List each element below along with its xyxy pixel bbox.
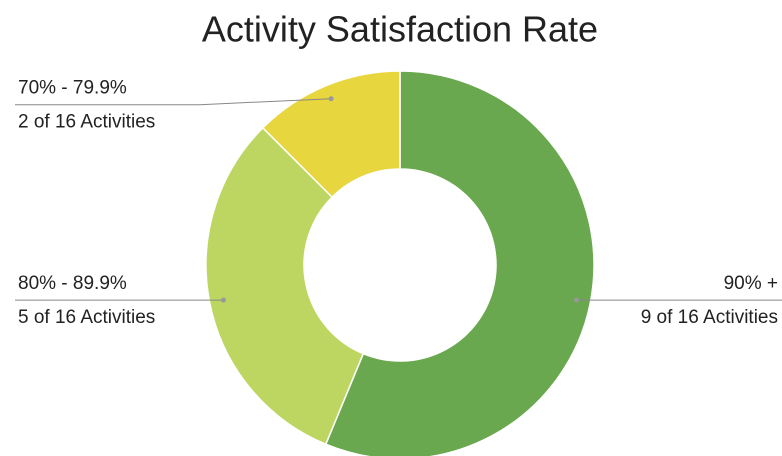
slice-label: 80% - 89.9% <box>18 273 127 294</box>
value-label: 5 of 16 Activities <box>18 307 155 328</box>
leader-line <box>15 98 332 106</box>
chart-title: Activity Satisfaction Rate <box>202 9 598 50</box>
value-label: 9 of 16 Activities <box>641 307 778 328</box>
leader-dot <box>328 96 334 102</box>
value-label: 2 of 16 Activities <box>18 112 155 133</box>
slice <box>205 126 365 446</box>
slice <box>324 70 595 456</box>
leader-dot <box>220 297 226 303</box>
leader-dot <box>574 297 580 303</box>
slice-label: 70% - 79.9% <box>18 78 127 99</box>
slice-label: 90% + <box>724 273 778 294</box>
